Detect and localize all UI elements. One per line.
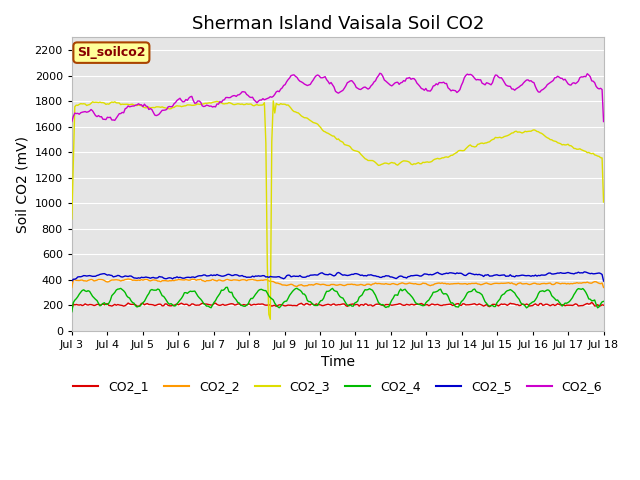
Text: SI_soilco2: SI_soilco2 <box>77 46 146 59</box>
Legend: CO2_1, CO2_2, CO2_3, CO2_4, CO2_5, CO2_6: CO2_1, CO2_2, CO2_3, CO2_4, CO2_5, CO2_6 <box>68 375 607 398</box>
Title: Sherman Island Vaisala Soil CO2: Sherman Island Vaisala Soil CO2 <box>191 15 484 33</box>
Y-axis label: Soil CO2 (mV): Soil CO2 (mV) <box>15 135 29 233</box>
X-axis label: Time: Time <box>321 355 355 370</box>
